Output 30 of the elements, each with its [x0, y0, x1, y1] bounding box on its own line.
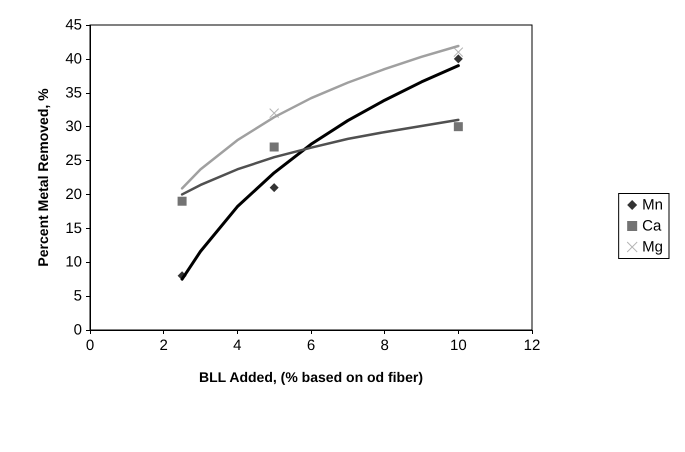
x-tick-label: 0	[86, 337, 94, 354]
x-axis-title: BLL Added, (% based on od fiber)	[199, 369, 423, 385]
y-tick-label: 25	[65, 152, 82, 170]
line-series	[180, 44, 460, 190]
x-tick-label: 6	[306, 337, 316, 354]
point	[178, 196, 187, 206]
x-tick-label: 12	[524, 337, 540, 354]
point	[454, 54, 463, 64]
y-tick-label: 10	[65, 254, 82, 271]
y-tick-label: 20	[65, 186, 82, 203]
y-tick-label: 30	[65, 118, 82, 136]
point	[269, 108, 280, 118]
point	[270, 142, 279, 152]
point	[454, 122, 463, 132]
x-tick-label: 4	[233, 337, 242, 354]
y-axis-title: Percent Metal Removed, %	[35, 88, 51, 267]
y-tick-label: 35	[65, 84, 82, 102]
y-tick-label: 40	[65, 50, 82, 68]
x-tick-label: 8	[380, 337, 389, 354]
y-tick-label: 15	[65, 220, 82, 237]
legend-label: Mn	[642, 196, 664, 214]
point	[270, 183, 279, 192]
y-tick-label: 0	[74, 322, 82, 338]
x-tick-label: 10	[450, 337, 467, 354]
y-tick-label: 45	[65, 16, 82, 34]
legend-label: Ca	[642, 218, 662, 234]
legend-label: Mg	[642, 238, 664, 256]
y-tick-label: 5	[74, 288, 82, 305]
point	[453, 47, 464, 58]
x-tick-label: 2	[159, 337, 168, 354]
